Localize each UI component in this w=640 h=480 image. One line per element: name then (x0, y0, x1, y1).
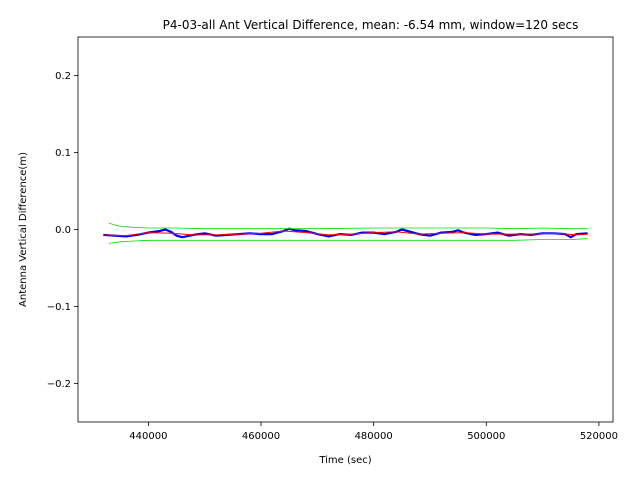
x-tick-label: 440000 (129, 431, 167, 442)
y-tick-label: 0.2 (55, 71, 71, 82)
y-axis-ticks: −0.2 −0.1 0.0 0.1 0.2 (47, 71, 78, 390)
chart-title: P4-03-all Ant Vertical Difference, mean:… (163, 18, 579, 32)
series-layer (103, 222, 588, 244)
x-tick-label: 480000 (355, 431, 393, 442)
x-tick-label: 520000 (580, 431, 618, 442)
y-tick-label: −0.1 (47, 302, 71, 313)
series-green-upper-line (108, 222, 588, 230)
y-tick-label: 0.0 (55, 225, 71, 236)
y-tick-label: 0.1 (55, 148, 71, 159)
x-tick-label: 500000 (467, 431, 505, 442)
x-tick-label: 460000 (242, 431, 280, 442)
y-tick-label: −0.2 (47, 379, 71, 390)
y-axis-label: Antenna Vertical Difference(m) (18, 152, 29, 307)
x-axis-label: Time (sec) (318, 455, 371, 466)
x-axis-ticks: 440000 460000 480000 500000 520000 (129, 422, 618, 442)
series-red-line (103, 230, 588, 237)
series-green-lower-line (108, 238, 588, 244)
